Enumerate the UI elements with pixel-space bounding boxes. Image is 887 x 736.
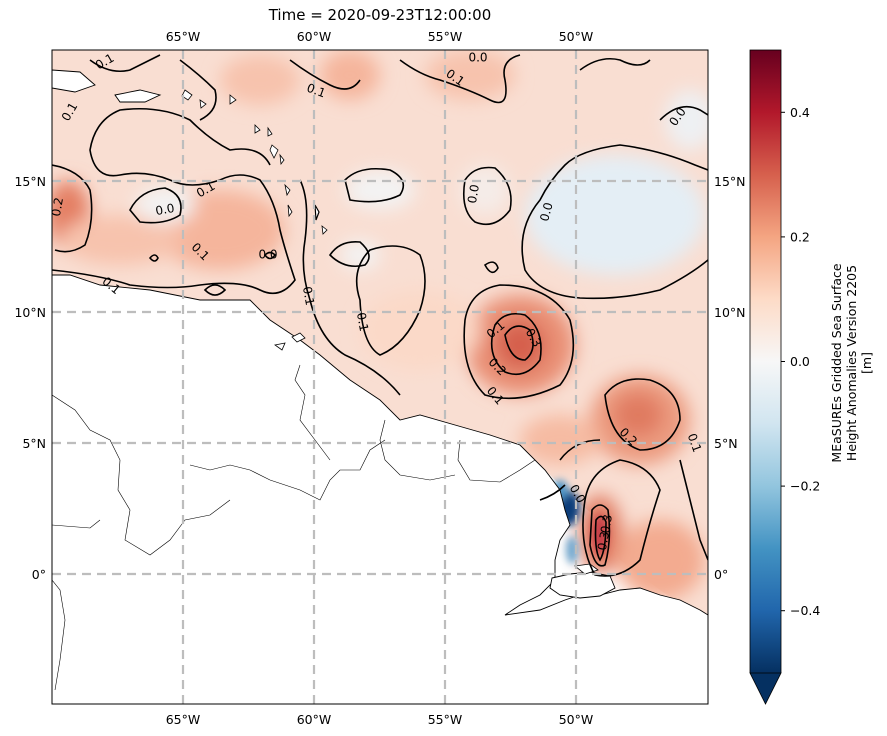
contour-label: 0.3 xyxy=(595,530,612,551)
colorbar-label-line3: [m] xyxy=(859,352,874,374)
contour-label: 0.2 xyxy=(49,196,66,217)
lon-tick-bottom: 65°W xyxy=(166,712,201,727)
lon-tick-top: 55°W xyxy=(428,29,463,44)
lon-tick-bottom: 55°W xyxy=(428,712,463,727)
ssh-anomaly-field: 0.10.10.00.10.1 0.00.10.2 0.00.10.10.1 0.10… xyxy=(49,50,708,704)
lat-tick-right: 0° xyxy=(714,567,728,582)
contour-label: 0.1 xyxy=(685,431,705,454)
lat-tick-left: 15°N xyxy=(14,174,46,189)
lon-tick-top: 65°W xyxy=(166,29,201,44)
south-america-landmass xyxy=(52,274,708,704)
colorbar-label-line1: MEaSUREs Gridded Sea Surface xyxy=(829,263,844,462)
contour-label: 0.0 xyxy=(258,248,277,262)
colorbar: 0.4 0.2 0.0 −0.2 −0.4 MEaSUREs Gridded Sea S… xyxy=(749,49,874,705)
lat-tick-left: 0° xyxy=(32,567,46,582)
contour-label: 0.1 xyxy=(300,285,317,306)
colorbar-tick-label: −0.2 xyxy=(790,479,820,494)
lon-tick-top: 50°W xyxy=(559,29,594,44)
colorbar-label-line2: Height Anomalies Version 2205 xyxy=(844,265,859,461)
contour-label: 0.0 xyxy=(537,201,555,223)
country-borders xyxy=(52,364,536,691)
lat-tick-right: 10°N xyxy=(714,305,746,320)
gridlines xyxy=(52,50,708,704)
colorbar-tick-label: 0.2 xyxy=(790,229,810,244)
lon-tick-bottom: 50°W xyxy=(559,712,594,727)
colorbar-tick-label: 0.0 xyxy=(790,354,810,369)
contour-label: 0.0 xyxy=(468,51,487,65)
contour-label: 0.0 xyxy=(465,183,482,204)
colorbar-gradient xyxy=(750,50,781,673)
contour-label: 0.3 xyxy=(598,513,615,534)
plot-title: Time = 2020-09-23T12:00:00 xyxy=(268,6,492,24)
lat-tick-right: 15°N xyxy=(714,174,746,189)
contour-label: 0.1 xyxy=(305,81,328,101)
lat-tick-right: 5°N xyxy=(714,436,738,451)
map-frame xyxy=(51,49,709,705)
lat-tick-left: 10°N xyxy=(14,305,46,320)
contour-label: 0.0 xyxy=(154,201,175,218)
lon-tick-bottom: 60°W xyxy=(297,712,332,727)
lat-tick-left: 5°N xyxy=(22,436,46,451)
colorbar-tick-label: −0.4 xyxy=(790,603,820,618)
colorbar-tick-label: 0.4 xyxy=(790,105,810,120)
contour-label: 0.1 xyxy=(354,311,371,332)
colorbar-extend-min xyxy=(749,672,782,705)
lon-tick-top: 60°W xyxy=(297,29,332,44)
